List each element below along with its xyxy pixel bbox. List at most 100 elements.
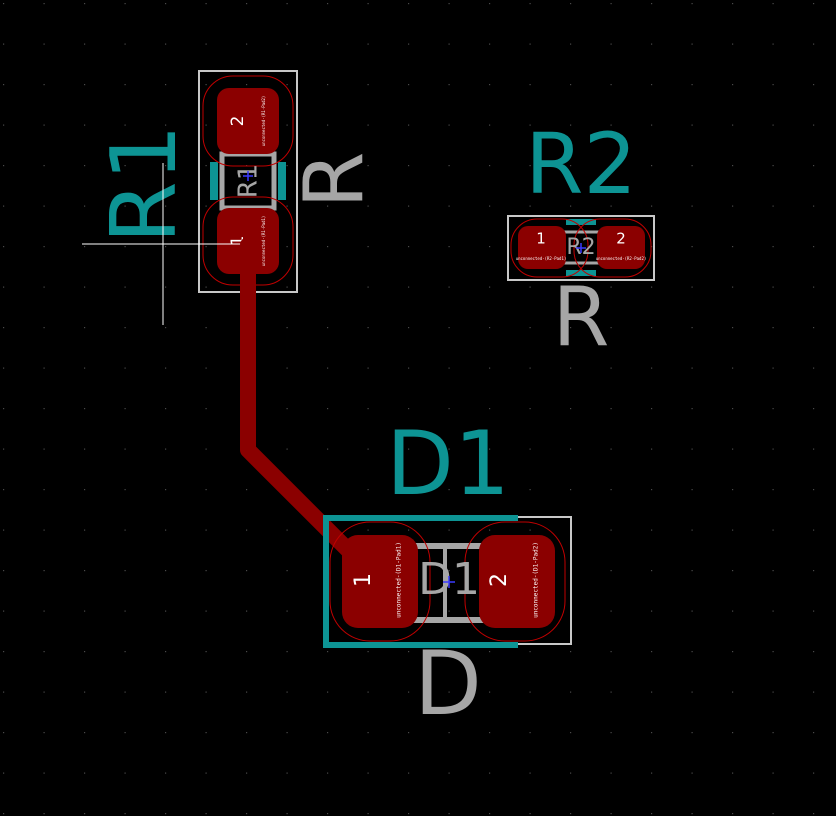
grid-dot <box>489 813 491 815</box>
grid-dot <box>813 286 815 288</box>
grid-dot <box>246 732 248 734</box>
grid-dot <box>529 691 531 693</box>
d1-pad-1[interactable]: 1 unconnected-(D1-Pad1) <box>329 521 431 642</box>
grid-dot <box>165 205 167 207</box>
grid-dot <box>84 84 86 86</box>
grid-dot <box>489 732 491 734</box>
grid-dot <box>610 124 612 126</box>
grid-dot <box>84 408 86 410</box>
r2-pad-2[interactable]: 2 unconnected-(R2-Pad2) <box>573 218 652 278</box>
grid-dot <box>732 732 734 734</box>
grid-dot <box>610 165 612 167</box>
grid-dot <box>489 246 491 248</box>
footprint-r2[interactable]: 1 unconnected-(R2-Pad1) 2 unconnected-(R… <box>507 115 655 366</box>
grid-dot <box>772 610 774 612</box>
grid-dot <box>691 43 693 45</box>
grid-dot <box>813 772 815 774</box>
grid-dot <box>84 43 86 45</box>
grid-dot <box>772 813 774 815</box>
grid-dot <box>732 813 734 815</box>
grid-dot <box>529 489 531 491</box>
grid-dot <box>732 772 734 774</box>
grid-dot <box>570 408 572 410</box>
r1-reference[interactable]: R1 <box>92 124 197 244</box>
grid-dot <box>43 570 45 572</box>
r1-pad-2[interactable]: 2 unconnected-(R1-Pad2) <box>202 75 294 167</box>
grid-dot <box>570 732 572 734</box>
grid-dot <box>124 570 126 572</box>
grid-dot <box>813 732 815 734</box>
copper-track[interactable] <box>240 237 388 590</box>
grid-dot <box>3 772 5 774</box>
r2-pad-2-number: 2 <box>616 230 626 248</box>
grid-dot <box>529 367 531 369</box>
grid-dot <box>165 246 167 248</box>
grid-dot <box>772 691 774 693</box>
grid-dot <box>367 651 369 653</box>
grid-dot <box>246 651 248 653</box>
grid-dot <box>84 327 86 329</box>
grid-dot <box>286 165 288 167</box>
grid-dot <box>3 570 5 572</box>
grid-dot <box>43 448 45 450</box>
d1-reference[interactable]: D1 <box>386 412 510 515</box>
grid-dot <box>3 246 5 248</box>
grid-dot <box>124 813 126 815</box>
grid-dot <box>651 651 653 653</box>
r2-value[interactable]: R <box>553 270 610 365</box>
grid-dot <box>489 205 491 207</box>
grid-dot <box>610 84 612 86</box>
grid-dot <box>570 124 572 126</box>
grid-dot <box>43 489 45 491</box>
footprint-d1[interactable]: 1 unconnected-(D1-Pad1) 2 unconnected-(D… <box>323 412 572 735</box>
grid-dot <box>772 286 774 288</box>
grid-dot <box>489 448 491 450</box>
grid-dot <box>165 448 167 450</box>
grid-dot <box>529 408 531 410</box>
grid-dot <box>124 84 126 86</box>
grid-dot <box>43 124 45 126</box>
grid-dot <box>165 813 167 815</box>
r2-pad-2-clearance <box>573 218 652 278</box>
d1-value[interactable]: D <box>414 632 482 735</box>
grid-dot <box>408 772 410 774</box>
grid-dot <box>772 84 774 86</box>
grid-dot <box>408 489 410 491</box>
d1-pad-2-number: 2 <box>487 573 512 587</box>
grid-dot <box>408 84 410 86</box>
grid-dot <box>3 408 5 410</box>
r2-reference[interactable]: R2 <box>525 115 637 213</box>
d1-pad-1-net: unconnected-(D1-Pad1) <box>396 542 403 618</box>
grid-dot <box>448 367 450 369</box>
grid-dot <box>610 772 612 774</box>
grid-dot <box>691 124 693 126</box>
grid-dot <box>772 124 774 126</box>
grid-dot <box>732 246 734 248</box>
r1-value[interactable]: R <box>287 152 382 209</box>
grid-dot <box>691 691 693 693</box>
grid-dot <box>124 165 126 167</box>
grid-dot <box>448 43 450 45</box>
grid-dot <box>124 3 126 5</box>
grid-dot <box>205 286 207 288</box>
grid-dot <box>691 3 693 5</box>
d1-pad-2[interactable]: 2 unconnected-(D1-Pad2) <box>464 521 566 642</box>
grid-dot <box>610 610 612 612</box>
d1-silk-outline <box>323 515 518 648</box>
grid-dot <box>489 651 491 653</box>
grid-dot <box>651 691 653 693</box>
grid-dot <box>691 205 693 207</box>
grid-dot <box>772 529 774 531</box>
grid-dot <box>610 732 612 734</box>
grid-dot <box>691 610 693 612</box>
grid-dot <box>165 124 167 126</box>
grid-dot <box>529 205 531 207</box>
grid-dot <box>124 205 126 207</box>
grid-dot <box>205 691 207 693</box>
footprint-r1[interactable]: 2 unconnected-(R1-Pad2) 1 unconnected-(R… <box>82 70 382 325</box>
r2-pad-1[interactable]: 1 unconnected-(R2-Pad1) <box>510 218 589 278</box>
grid-dot <box>813 367 815 369</box>
grid-dot <box>124 246 126 248</box>
grid-dot <box>43 327 45 329</box>
